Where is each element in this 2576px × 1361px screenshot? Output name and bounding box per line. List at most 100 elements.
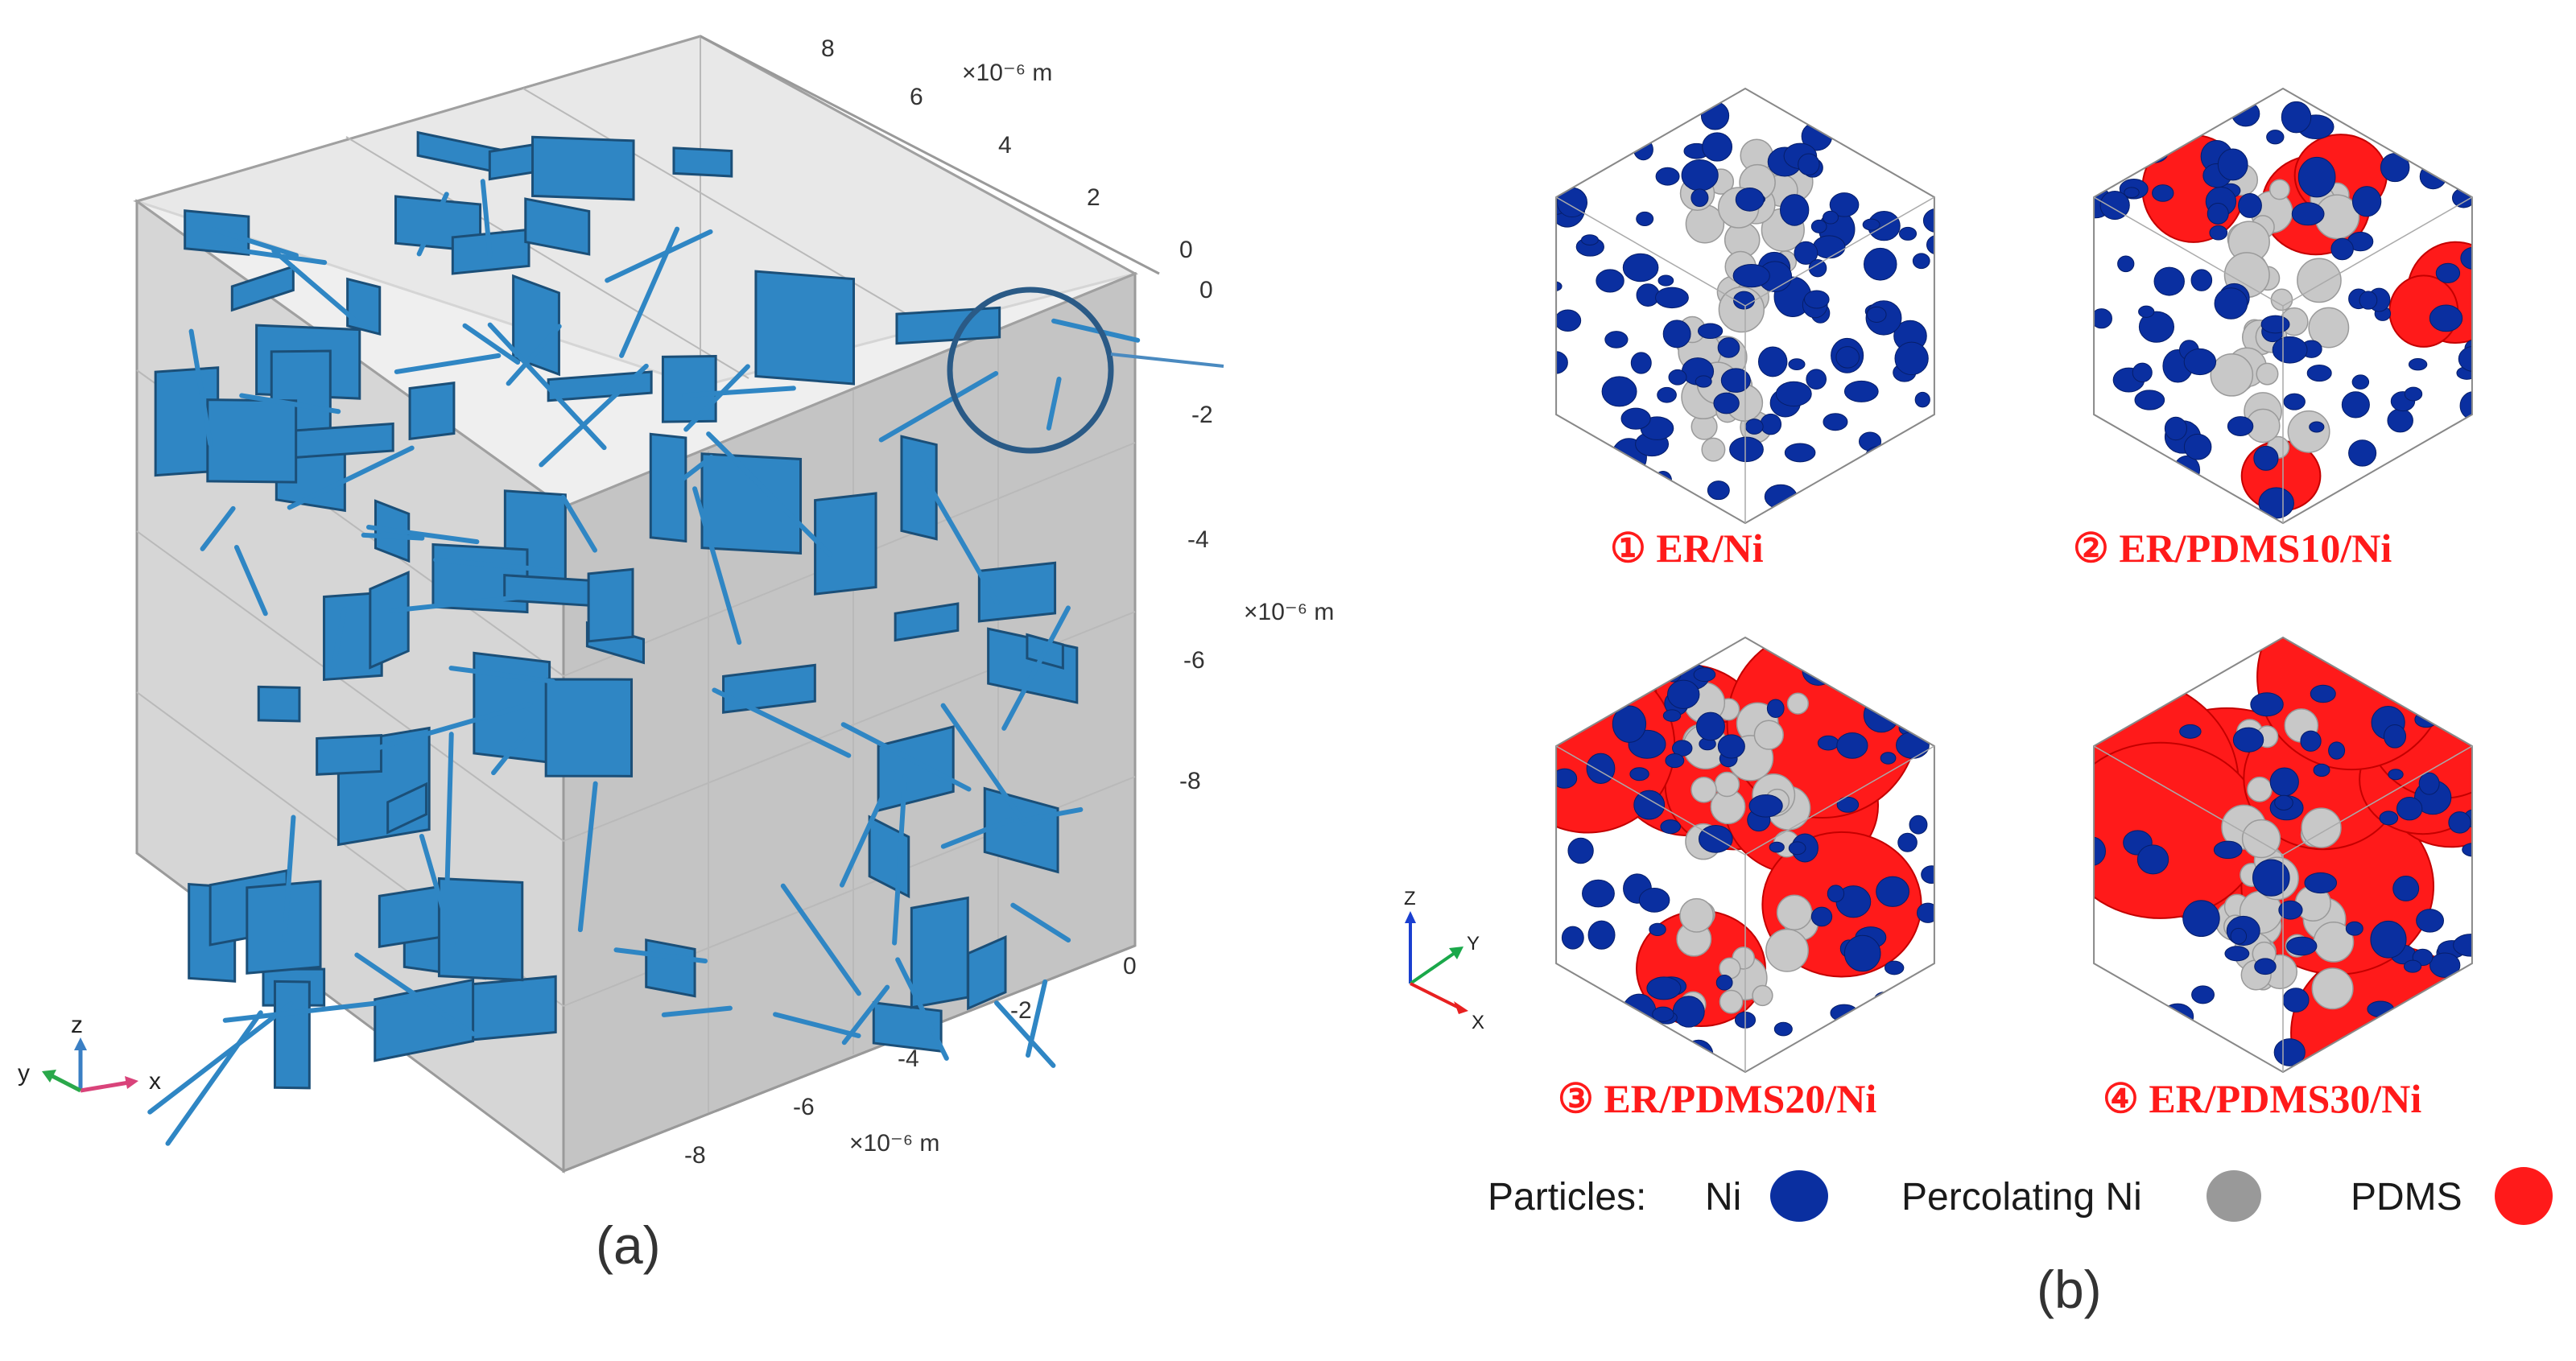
ni-particle — [1896, 1015, 1921, 1038]
percolating-ni-particle — [1714, 771, 1740, 798]
particle-cube-4 — [2093, 636, 2473, 1074]
x-tick-m4: -4 — [898, 1045, 919, 1072]
rod — [147, 1001, 294, 1115]
ni-particle — [2132, 362, 2153, 383]
x-tick-m2: -2 — [1010, 997, 1032, 1024]
ni-particle — [1649, 922, 1666, 937]
ni-particle — [1806, 369, 1827, 390]
ni-particle — [2213, 840, 2243, 860]
flake — [547, 370, 653, 402]
rod — [706, 431, 833, 557]
flake — [895, 306, 1001, 345]
ni-particle — [1665, 753, 1685, 769]
ni-particle — [1671, 740, 1693, 757]
percolating-ni-particle — [1701, 437, 1726, 462]
ni-particle — [2238, 193, 2262, 218]
ni-particle — [2330, 237, 2354, 261]
ni-particle — [1638, 887, 1670, 913]
particle-cube-3 — [1555, 636, 1935, 1074]
ni-particle — [2448, 811, 2471, 834]
ni-particle — [2286, 936, 2318, 956]
flake — [323, 591, 383, 682]
rod — [1046, 376, 1062, 431]
rod — [683, 364, 750, 432]
ni-particle — [2300, 730, 2322, 752]
rod — [373, 702, 533, 752]
legend-ni-label: Ni — [1705, 1176, 1741, 1219]
ni-particle — [1790, 641, 1827, 670]
percolating-ni-particle — [2210, 353, 2254, 397]
rod — [919, 470, 1000, 605]
rod — [539, 363, 649, 468]
flake — [288, 422, 394, 460]
ni-particle — [2408, 358, 2428, 371]
ni-particle — [2227, 416, 2254, 437]
percolating-ni-particle — [1786, 692, 1809, 715]
percolating-ni-particle — [1719, 989, 1744, 1014]
rod — [361, 532, 425, 541]
ni-particle — [2396, 796, 2423, 821]
ni-particle — [2094, 836, 2107, 866]
x-tick-m6: -6 — [793, 1094, 815, 1120]
ni-particle — [1810, 906, 1833, 927]
flake — [488, 142, 535, 181]
flake — [316, 734, 382, 776]
ni-particle — [1769, 841, 1785, 853]
ni-particle — [1835, 346, 1860, 369]
ni-particle — [1784, 443, 1816, 463]
ni-particle — [1896, 731, 1930, 759]
ni-particle — [1876, 657, 1895, 675]
ni-particle — [2351, 374, 2370, 390]
rod — [433, 557, 562, 574]
ni-particle — [2269, 767, 2299, 797]
ni-particle — [2392, 109, 2413, 131]
percolating-ni-particle — [2268, 179, 2290, 200]
ni-particle — [1810, 219, 1827, 233]
rod — [506, 324, 562, 386]
ni-particle — [2174, 455, 2201, 485]
ni-particle — [1766, 699, 1785, 718]
ni-particle — [1823, 413, 1848, 431]
rod — [940, 703, 1027, 826]
ni-particle — [2094, 456, 2108, 480]
rod — [666, 454, 714, 493]
rod — [188, 328, 213, 447]
ni-particle — [1880, 752, 1897, 765]
percolating-ni-particle — [2301, 807, 2342, 848]
ni-particle — [2359, 291, 2378, 310]
sample-label-2: ② ER/PDMS10/Ni — [2073, 526, 2392, 571]
ni-particle — [2345, 921, 2363, 936]
ni-particle — [2348, 439, 2377, 467]
rod — [1022, 806, 1084, 823]
flake — [273, 980, 311, 1090]
triad-a: z y x — [18, 1012, 161, 1095]
ni-particle — [1817, 735, 1839, 751]
ni-particle — [1643, 108, 1664, 129]
ni-particle — [2427, 489, 2462, 519]
ni-particle — [1922, 208, 1934, 233]
rod — [1051, 318, 1141, 343]
ni-particle — [1909, 815, 1928, 835]
ni-particle — [1775, 381, 1812, 407]
ni-particle — [2224, 946, 2250, 962]
ni-particle — [1636, 211, 1654, 227]
ni-particle — [1876, 132, 1894, 150]
flake — [524, 197, 591, 256]
rod — [419, 833, 456, 947]
rod — [416, 192, 449, 257]
ni-particle — [1586, 439, 1604, 454]
ni-particle — [2380, 152, 2410, 183]
y-tick-m6: -6 — [1183, 647, 1205, 674]
ni-particle — [1556, 281, 1563, 292]
percolating-ni-particle — [2287, 410, 2330, 453]
ni-particle — [2418, 772, 2440, 795]
ni-particle — [2419, 163, 2447, 190]
ni-particle — [2453, 934, 2472, 957]
particle-cube-1 — [1555, 87, 1935, 525]
flake — [386, 782, 427, 835]
rod — [271, 248, 359, 324]
ni-particle — [1681, 159, 1719, 192]
z-axis-ticks: 8 6 4 2 0 ×10⁻⁶ m — [821, 35, 1193, 263]
y-axis-unit: ×10⁻⁶ m — [1244, 599, 1334, 625]
legend-ni-swatch — [1770, 1170, 1828, 1222]
